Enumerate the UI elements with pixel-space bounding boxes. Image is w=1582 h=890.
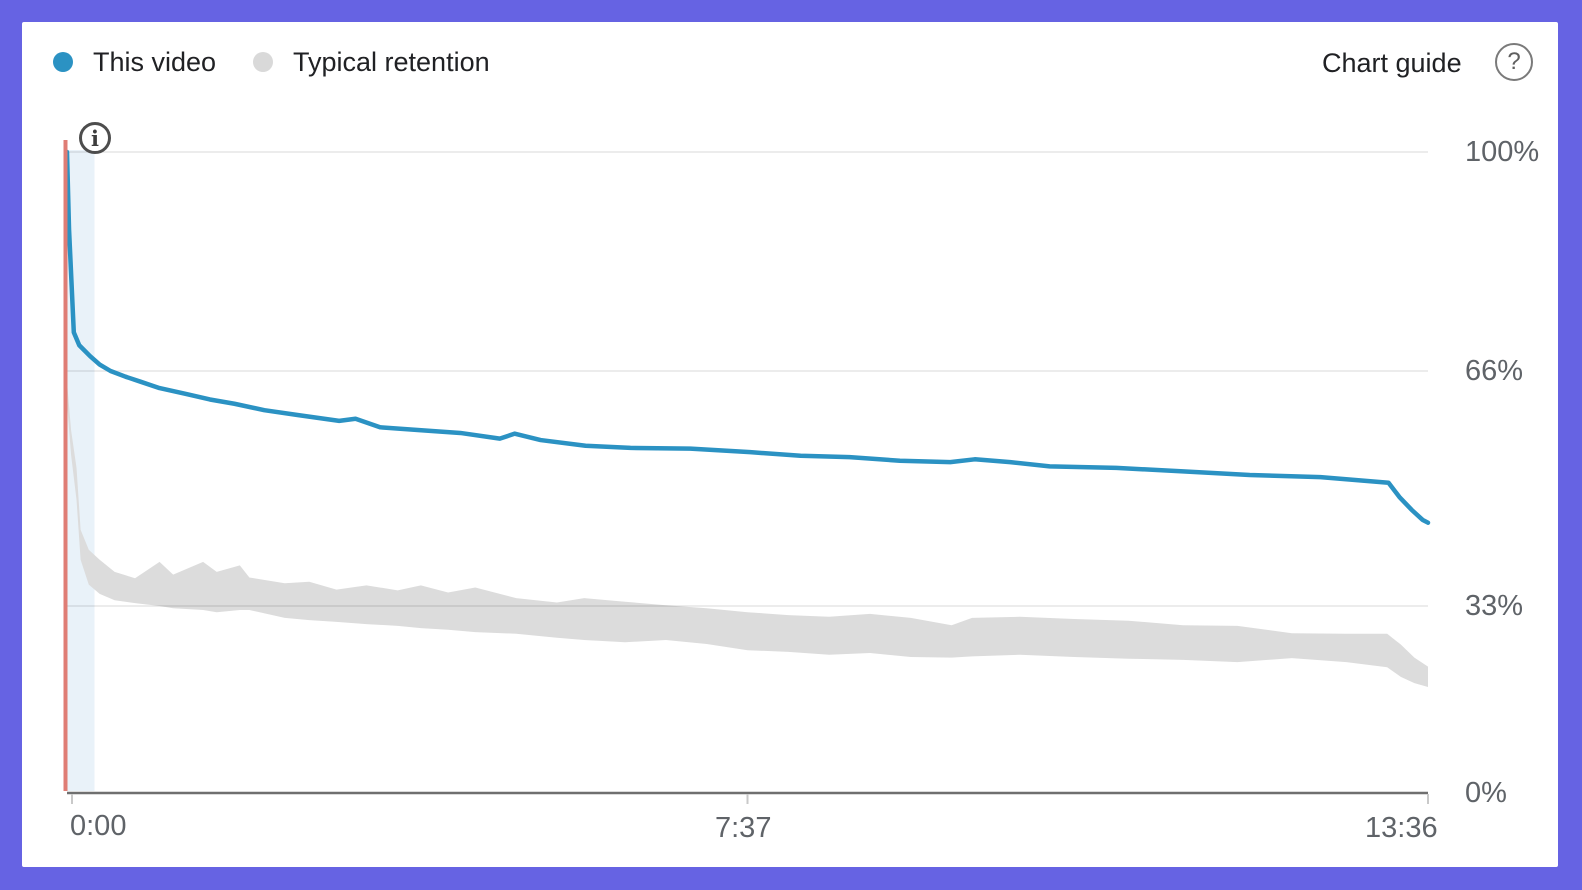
legend-item-this-video[interactable]: This video (53, 47, 216, 77)
info-glyph: i (91, 125, 99, 151)
help-icon[interactable]: ? (1495, 43, 1533, 81)
this-video-line (64, 149, 1431, 525)
this-video-dot-icon (53, 52, 73, 72)
y-axis-label-33: 33% (1465, 590, 1524, 622)
retention-card: This video Typical retention Chart guide… (22, 22, 1558, 867)
typical-retention-dot-icon (253, 52, 273, 72)
x-axis-label-start: 0:00 (70, 810, 127, 842)
y-axis-label-100: 100% (1465, 136, 1540, 168)
legend-label-this-video: This video (93, 47, 217, 77)
y-axis-label-66: 66% (1465, 355, 1524, 387)
info-icon[interactable]: i (79, 122, 111, 154)
y-axis-label-0: 0% (1465, 777, 1507, 809)
legend-item-typical-retention[interactable]: Typical retention (253, 47, 490, 77)
x-axis-label-middle: 7:37 (715, 812, 772, 844)
x-axis-label-end: 13:36 (1365, 812, 1438, 844)
question-mark-glyph: ? (1507, 48, 1521, 75)
retention-chart-plot[interactable] (22, 22, 1560, 867)
typical-retention-band (67, 381, 1428, 688)
legend-label-typical-retention: Typical retention (293, 47, 490, 77)
chart-guide-label[interactable]: Chart guide (1322, 48, 1462, 78)
